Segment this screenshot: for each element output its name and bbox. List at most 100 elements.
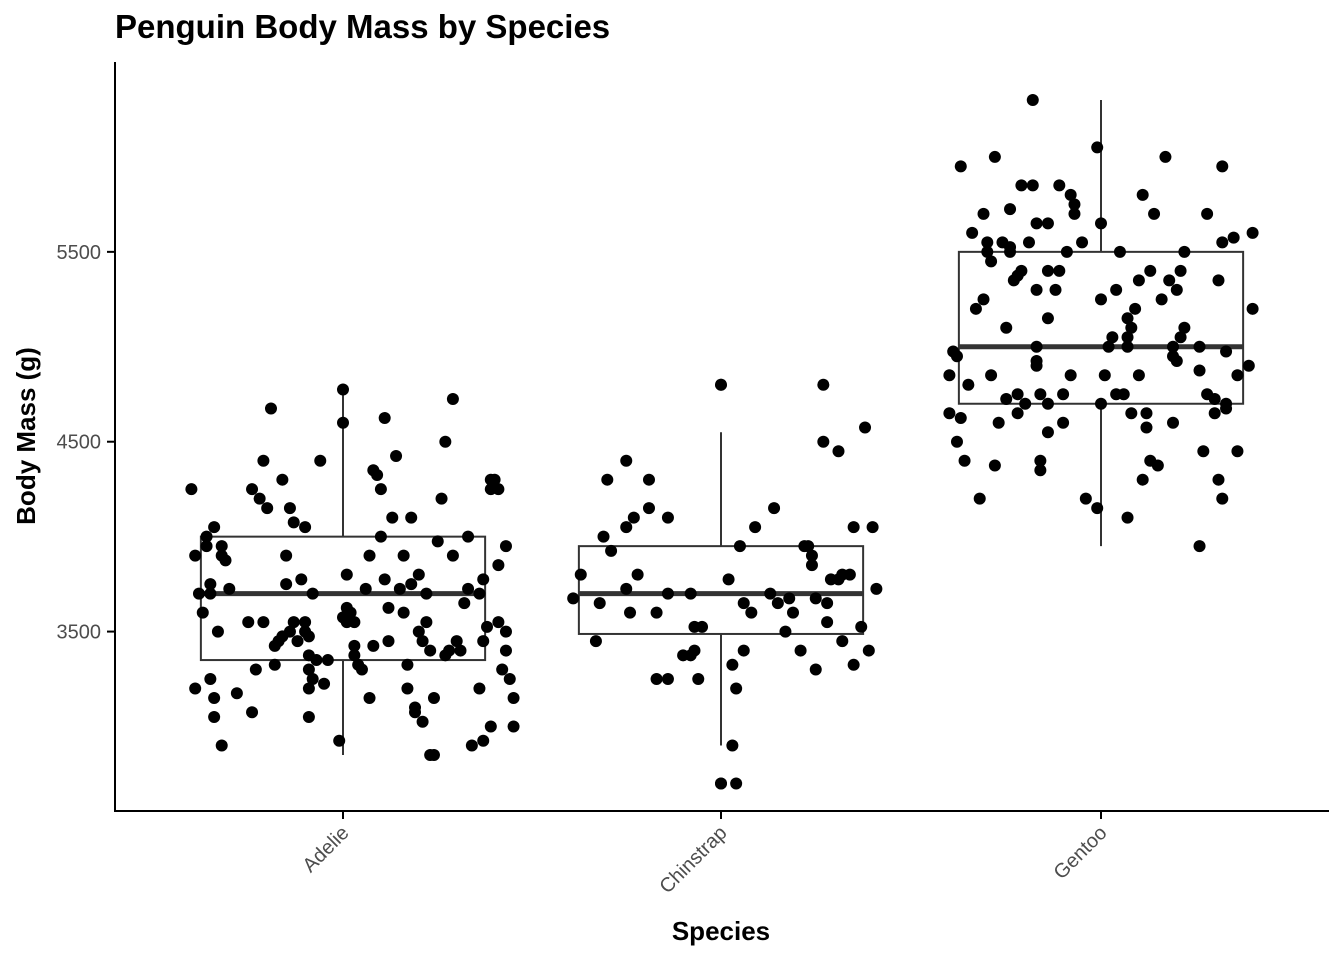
data-point <box>211 625 224 638</box>
data-point <box>189 682 202 695</box>
data-point <box>1212 473 1225 486</box>
data-point <box>416 635 429 648</box>
data-point <box>1030 283 1043 296</box>
data-point <box>843 568 856 581</box>
data-point <box>420 587 433 600</box>
data-point <box>985 369 998 382</box>
data-point <box>1201 207 1214 220</box>
data-point <box>299 616 312 629</box>
data-point <box>620 521 633 534</box>
x-tick-label-gentoo: Gentoo <box>1050 822 1112 884</box>
data-point <box>507 692 520 705</box>
data-point <box>745 606 758 619</box>
data-point <box>692 673 705 686</box>
data-point <box>1174 264 1187 277</box>
data-point <box>393 582 406 595</box>
data-point <box>650 606 663 619</box>
data-point <box>397 606 410 619</box>
data-point <box>783 592 796 605</box>
data-point <box>992 416 1005 429</box>
data-point <box>204 673 217 686</box>
data-point <box>492 483 505 496</box>
data-point <box>276 473 289 486</box>
data-point <box>215 739 228 752</box>
data-point <box>1026 93 1039 106</box>
data-point <box>1121 340 1134 353</box>
data-point <box>985 255 998 268</box>
data-point <box>348 616 361 629</box>
x-tick-label-chinstrap: Chinstrap <box>655 822 731 898</box>
data-point <box>620 454 633 467</box>
data-point <box>688 644 701 657</box>
data-point <box>1053 264 1066 277</box>
data-point <box>1057 388 1070 401</box>
data-point <box>624 606 637 619</box>
data-point <box>973 492 986 505</box>
points-gentoo <box>943 93 1259 553</box>
data-point <box>355 663 368 676</box>
data-point <box>302 630 315 643</box>
jitter-points-layer <box>185 93 1259 790</box>
data-point <box>1140 421 1153 434</box>
data-point <box>1193 540 1206 553</box>
data-point <box>374 530 387 543</box>
data-point <box>1004 203 1017 216</box>
data-point <box>722 573 735 586</box>
data-point <box>1113 245 1126 258</box>
data-point <box>473 682 486 695</box>
data-point <box>1170 283 1183 296</box>
data-point <box>715 378 727 391</box>
data-point <box>302 682 315 695</box>
data-point <box>443 644 456 657</box>
box-iqr <box>199 535 487 662</box>
data-point <box>574 568 587 581</box>
data-point <box>1178 321 1191 334</box>
x-ticks-layer: Adelie Chinstrap Gentoo <box>299 811 1112 898</box>
data-point <box>1064 369 1077 382</box>
data-point <box>257 616 270 629</box>
data-point <box>1220 402 1233 415</box>
data-point <box>291 635 304 648</box>
data-point <box>488 473 501 486</box>
data-point <box>1079 492 1092 505</box>
data-point <box>627 511 640 524</box>
data-point <box>950 350 963 363</box>
data-point <box>966 226 979 239</box>
data-point <box>462 582 475 595</box>
data-point <box>981 245 994 258</box>
y-axis-title: Body Mass (g) <box>11 347 41 525</box>
data-point <box>499 540 512 553</box>
data-point <box>503 673 516 686</box>
data-point <box>696 620 709 633</box>
data-point <box>496 663 509 676</box>
data-point <box>847 658 860 671</box>
data-point <box>401 658 414 671</box>
data-point <box>1231 369 1244 382</box>
data-point <box>1057 416 1070 429</box>
data-point <box>836 635 849 648</box>
data-point <box>386 511 399 524</box>
data-point <box>977 207 990 220</box>
data-point <box>855 620 868 633</box>
data-point <box>1220 345 1233 358</box>
data-point <box>477 734 490 747</box>
data-point <box>215 540 228 553</box>
data-point <box>200 530 213 543</box>
data-point <box>363 549 376 562</box>
data-point <box>287 616 300 629</box>
data-point <box>962 378 975 391</box>
data-point <box>196 606 209 619</box>
data-point <box>1098 369 1111 382</box>
data-point <box>715 777 727 790</box>
y-tick-label: 3500 <box>57 622 102 644</box>
data-point <box>862 644 875 657</box>
data-point <box>1125 407 1138 420</box>
data-point <box>1106 331 1119 344</box>
data-point <box>809 592 822 605</box>
data-point <box>208 711 221 724</box>
data-point <box>1030 217 1043 230</box>
data-point <box>321 654 334 667</box>
data-point <box>1178 245 1191 258</box>
data-point <box>1144 264 1157 277</box>
data-point <box>253 492 266 505</box>
